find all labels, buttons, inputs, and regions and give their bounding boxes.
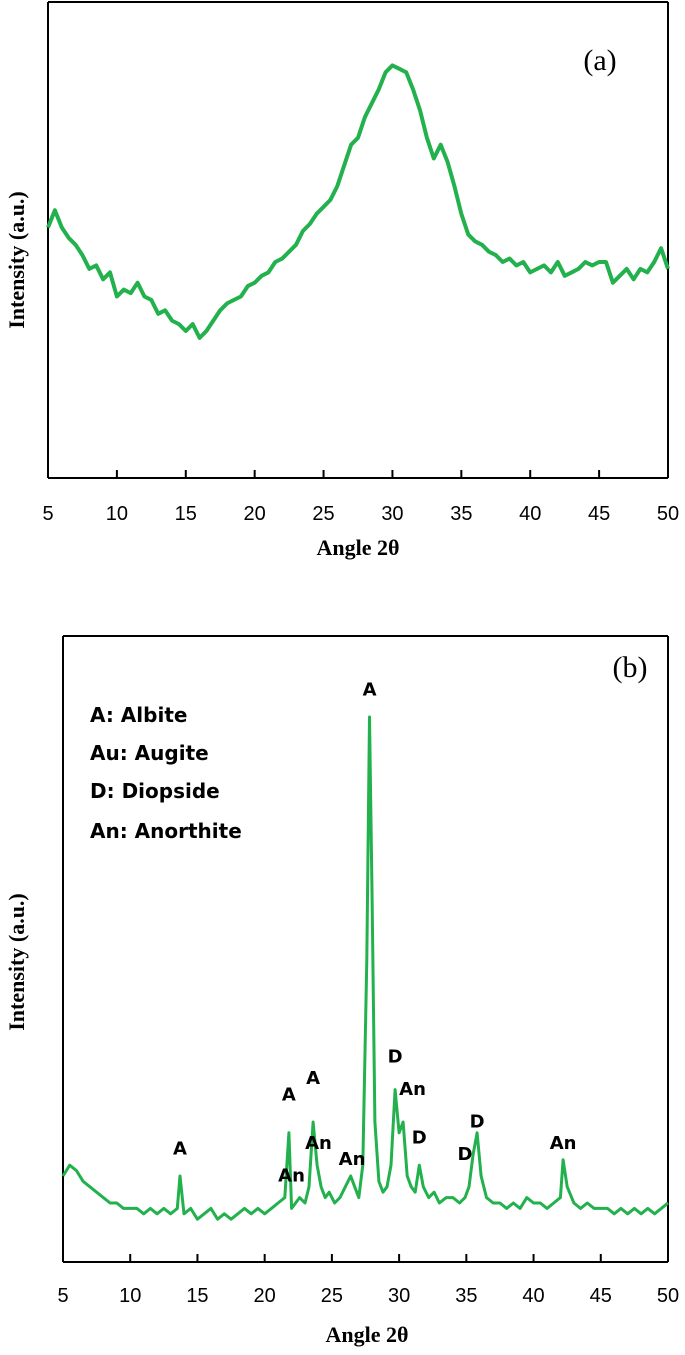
x-ticks-a: 5 10 15 20 25 30 35 40 45 50 xyxy=(42,470,679,525)
x-tick-label-b: 45 xyxy=(590,1285,612,1307)
x-axis-title-b: Angle 2θ xyxy=(326,1322,409,1347)
x-tick-label-a: 10 xyxy=(106,503,128,525)
peak-label: A xyxy=(363,679,377,700)
peak-label: D xyxy=(470,1111,485,1132)
peak-label: A xyxy=(306,1068,320,1089)
x-tick-label-b: 40 xyxy=(522,1285,544,1307)
y-axis-title-b: Intensity (a.u.) xyxy=(4,893,29,1031)
x-ticks-b: 5 10 15 20 25 30 35 40 45 50 xyxy=(57,1254,679,1307)
x-axis-title-a: Angle 2θ xyxy=(317,535,400,560)
x-tick-label-a: 20 xyxy=(244,503,266,525)
x-tick-label-b: 10 xyxy=(119,1285,141,1307)
legend-b: A: Albite Au: Augite D: Diopside An: Ano… xyxy=(90,703,242,843)
x-tick-label-a: 45 xyxy=(588,503,610,525)
x-tick-label-b: 25 xyxy=(321,1285,343,1307)
x-tick-label-b: 50 xyxy=(657,1285,679,1307)
x-tick-label-b: 30 xyxy=(388,1285,410,1307)
x-tick-label-a: 50 xyxy=(657,503,679,525)
x-tick-label-a: 5 xyxy=(42,503,53,525)
x-tick-label-b: 5 xyxy=(57,1285,68,1307)
x-tick-label-a: 30 xyxy=(381,503,403,525)
peak-label: An xyxy=(278,1165,305,1186)
peak-label: An xyxy=(339,1149,366,1170)
xrd-chart-panel-b: Intensity (a.u.) Angle 2θ (b) A: Albite … xyxy=(4,635,679,1347)
peak-label: An xyxy=(305,1133,332,1154)
peak-label: An xyxy=(399,1079,426,1100)
x-tick-label-a: 15 xyxy=(175,503,197,525)
xrd-pattern-line-a xyxy=(46,63,670,340)
x-tick-label-a: 40 xyxy=(519,503,541,525)
legend-line-albite: A: Albite xyxy=(90,703,187,727)
legend-line-diopside: D: Diopside xyxy=(90,779,220,803)
peak-label: A xyxy=(173,1138,187,1159)
peak-label: D xyxy=(458,1144,473,1165)
y-axis-title-a: Intensity (a.u.) xyxy=(4,191,29,329)
peak-label: An xyxy=(550,1133,577,1154)
x-tick-label-b: 35 xyxy=(455,1285,477,1307)
xrd-chart-panel-a: Intensity (a.u.) Angle 2θ (a) 5 10 15 20 25 3… xyxy=(4,1,679,560)
x-tick-label-a: 25 xyxy=(312,503,334,525)
legend-line-anorthite: An: Anorthite xyxy=(90,819,242,843)
panel-label-a: (a) xyxy=(583,44,616,77)
legend-line-augite: Au: Augite xyxy=(90,741,209,765)
peak-label: D xyxy=(388,1047,403,1068)
x-tick-label-a: 35 xyxy=(450,503,472,525)
xrd-pattern-line-b xyxy=(61,715,669,1221)
panel-label-b: (b) xyxy=(613,651,648,684)
peak-label: A xyxy=(282,1084,296,1105)
x-tick-label-b: 15 xyxy=(186,1285,208,1307)
peak-label: D xyxy=(412,1128,427,1149)
x-tick-label-b: 20 xyxy=(254,1285,276,1307)
